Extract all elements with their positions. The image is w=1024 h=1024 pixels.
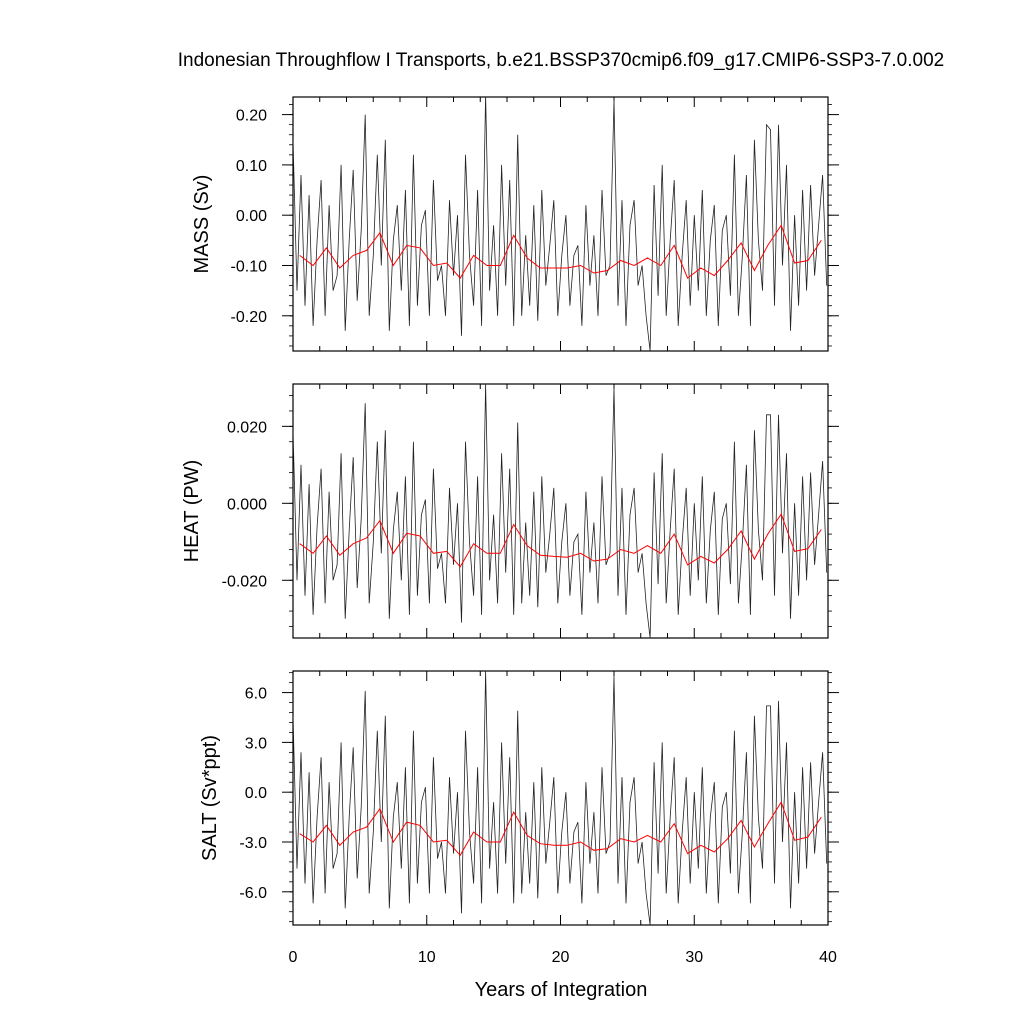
heat-y-tick-label: 0.020 bbox=[227, 419, 267, 436]
heat-monthly-series-line bbox=[293, 384, 828, 638]
mass-y-tick-label: 0.00 bbox=[236, 208, 267, 225]
salt-y-tick-label: -6.0 bbox=[239, 885, 267, 902]
salt-y-tick-label: 6.0 bbox=[245, 686, 267, 703]
salt-panel: -6.0 -3.0 0.0 3.0 6.0 SALT (Sv*ppt) 0 10 20 30 40 bbox=[199, 670, 839, 966]
salt-y-tick-label: 0.0 bbox=[245, 785, 267, 802]
salt-y-tick-label: 3.0 bbox=[245, 735, 267, 752]
x-tick-label: 10 bbox=[418, 949, 436, 966]
mass-y-tick-label: 0.20 bbox=[236, 108, 267, 125]
heat-y-axis-title: HEAT (PW) bbox=[181, 460, 203, 563]
mass-panel: -0.20 -0.10 0.00 0.10 0.20 MASS (Sv) bbox=[191, 96, 839, 352]
salt-y-axis-title: SALT (Sv*ppt) bbox=[199, 735, 221, 861]
salt-y-tick-label: -3.0 bbox=[239, 835, 267, 852]
salt-annual-mean-line bbox=[299, 801, 822, 857]
mass-y-tick-label: -0.10 bbox=[231, 258, 268, 275]
heat-y-tick-label: -0.020 bbox=[222, 573, 267, 590]
x-tick-label: 30 bbox=[685, 949, 703, 966]
heat-annual-mean-line bbox=[299, 512, 822, 568]
salt-monthly-series-line bbox=[293, 671, 828, 925]
heat-y-tick-label: 0.000 bbox=[227, 496, 267, 513]
mass-y-tick-label: -0.20 bbox=[231, 309, 268, 326]
mass-y-axis-title: MASS (Sv) bbox=[191, 175, 213, 274]
x-tick-label: 40 bbox=[819, 949, 837, 966]
x-tick-label: 20 bbox=[552, 949, 570, 966]
x-axis-title: Years of Integration bbox=[475, 979, 648, 1001]
mass-y-tick-label: 0.10 bbox=[236, 158, 267, 175]
mass-monthly-series-line bbox=[293, 97, 828, 351]
x-tick-label: 0 bbox=[289, 949, 298, 966]
chart-title: Indonesian Throughflow I Transports, b.e… bbox=[178, 50, 944, 71]
mass-annual-mean-line bbox=[299, 224, 822, 279]
heat-panel: -0.020 0.000 0.020 HEAT (PW) bbox=[181, 383, 839, 639]
